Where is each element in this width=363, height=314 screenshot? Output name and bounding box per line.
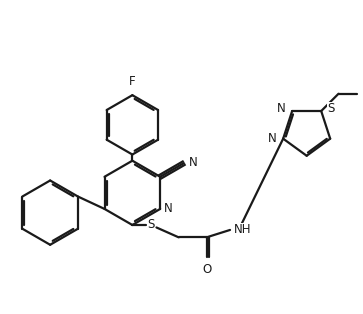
Text: NH: NH — [234, 224, 252, 236]
Text: F: F — [129, 75, 136, 88]
Text: N: N — [277, 102, 286, 115]
Text: N: N — [268, 132, 277, 145]
Text: S: S — [327, 102, 335, 115]
Text: N: N — [189, 156, 198, 169]
Text: O: O — [202, 263, 211, 276]
Text: N: N — [164, 203, 173, 215]
Text: S: S — [147, 219, 155, 231]
